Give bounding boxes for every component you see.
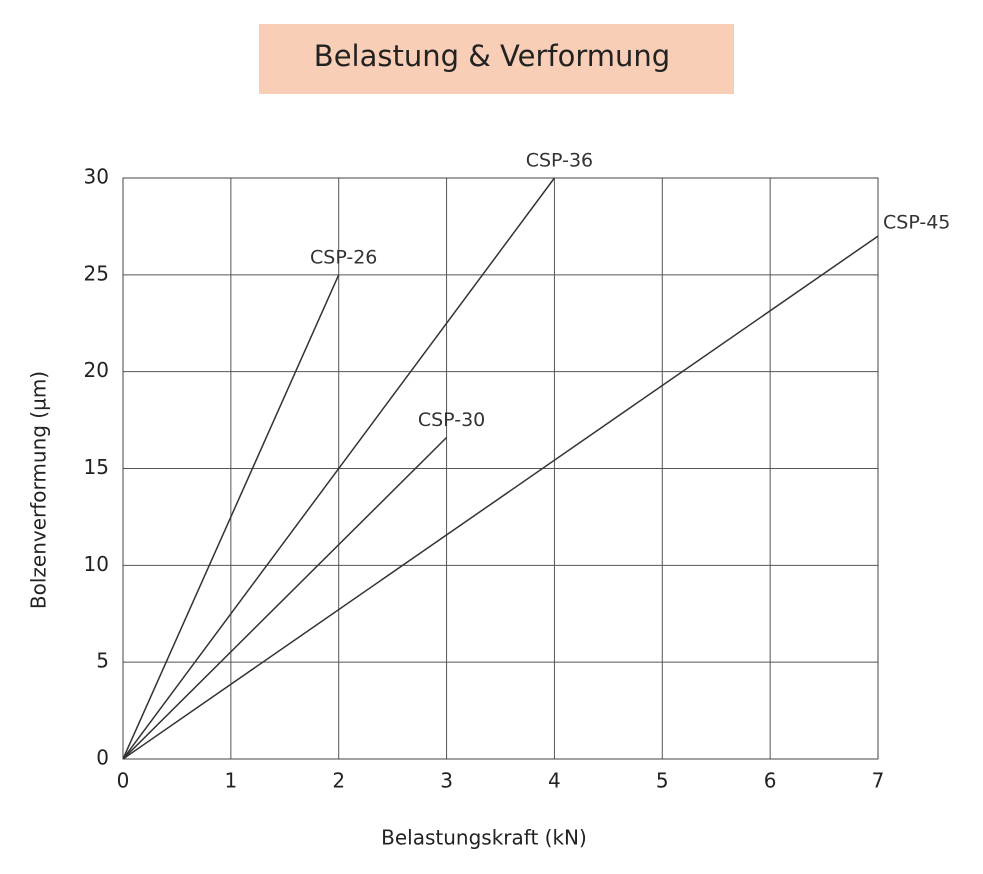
y-tick-label: 5: [96, 649, 109, 673]
series-line: [122, 235, 879, 760]
x-axis-label: Belastungskraft (kN): [381, 826, 587, 850]
y-tick-label: 30: [84, 165, 109, 189]
series-label: CSP-26: [310, 246, 377, 268]
y-tick-label: 10: [84, 552, 109, 576]
plot-frame: [122, 177, 879, 760]
x-tick-label: 2: [332, 769, 345, 793]
y-tick-label: 25: [84, 261, 109, 285]
x-tick-label: 5: [656, 769, 669, 793]
x-tick-label: 7: [872, 769, 885, 793]
series-label: CSP-36: [526, 150, 593, 172]
y-tick-label: 15: [84, 455, 109, 479]
x-tick-label: 1: [224, 769, 237, 793]
y-tick-label: 20: [84, 358, 109, 382]
y-axis-label: Bolzenverformung (µm): [27, 371, 51, 609]
x-tick-label: 3: [440, 769, 453, 793]
series-label: CSP-30: [418, 409, 485, 431]
series-line: [122, 274, 340, 760]
x-tick-label: 4: [548, 769, 561, 793]
y-tick-label: 0: [96, 746, 109, 770]
series-label: CSP-45: [883, 212, 950, 234]
x-tick-label: 0: [117, 769, 130, 793]
chart-title: Belastung & Verformung: [314, 39, 670, 73]
title-box: [259, 24, 734, 94]
x-tick-label: 6: [764, 769, 777, 793]
series-line: [122, 436, 448, 760]
series-line: [122, 177, 556, 760]
